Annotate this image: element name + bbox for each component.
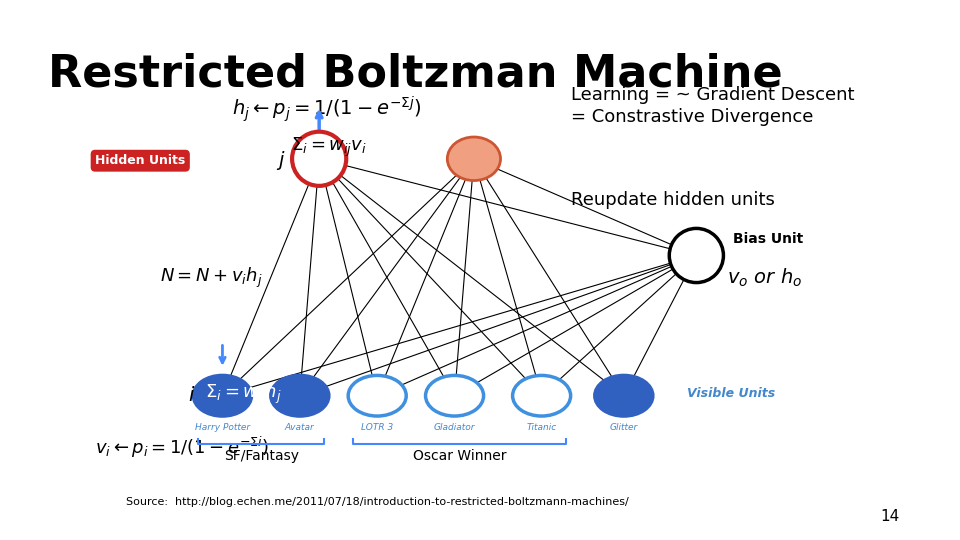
Text: Learning = ~ Gradient Descent: Learning = ~ Gradient Descent — [570, 86, 854, 104]
Text: LOTR 3: LOTR 3 — [361, 423, 394, 432]
Text: $N=N+v_ih_j$: $N=N+v_ih_j$ — [159, 266, 262, 290]
Text: Reupdate hidden units: Reupdate hidden units — [570, 191, 775, 210]
Text: $v_i \leftarrow p_i=1/(1-e^{-\Sigma i})$: $v_i \leftarrow p_i=1/(1-e^{-\Sigma i})$ — [95, 434, 269, 460]
Text: $\Sigma_i=w_{ij}v_i$: $\Sigma_i=w_{ij}v_i$ — [291, 136, 367, 159]
Text: 14: 14 — [880, 509, 900, 524]
Ellipse shape — [425, 375, 484, 416]
Ellipse shape — [271, 375, 329, 416]
Text: i: i — [189, 386, 194, 405]
Text: Bias Unit: Bias Unit — [733, 232, 804, 246]
Text: Avatar: Avatar — [285, 423, 315, 432]
Text: Visible Units: Visible Units — [686, 387, 775, 400]
Text: Source:  http://blog.echen.me/2011/07/18/introduction-to-restricted-boltzmann-ma: Source: http://blog.echen.me/2011/07/18/… — [126, 497, 629, 507]
Text: $v_o\ or\ h_o$: $v_o\ or\ h_o$ — [728, 267, 803, 289]
Text: j: j — [277, 151, 283, 170]
Text: = Constrastive Divergence: = Constrastive Divergence — [570, 109, 813, 126]
Text: Restricted Boltzman Machine: Restricted Boltzman Machine — [48, 52, 783, 96]
Text: Gladiator: Gladiator — [434, 423, 475, 432]
Text: Oscar Winner: Oscar Winner — [413, 449, 506, 463]
Circle shape — [669, 228, 724, 282]
Ellipse shape — [595, 375, 653, 416]
Ellipse shape — [348, 375, 406, 416]
Text: Hidden Units: Hidden Units — [95, 154, 185, 167]
Text: $h_j \leftarrow p_j=1/(1-e^{-\Sigma j})$: $h_j \leftarrow p_j=1/(1-e^{-\Sigma j})$ — [232, 94, 421, 124]
Text: Titanic: Titanic — [526, 423, 557, 432]
Text: SF/Fantasy: SF/Fantasy — [224, 449, 299, 463]
Ellipse shape — [193, 375, 252, 416]
Text: $\Sigma_i=w_{ij}h_j$: $\Sigma_i=w_{ij}h_j$ — [205, 382, 282, 406]
Circle shape — [292, 132, 347, 186]
Text: Glitter: Glitter — [610, 423, 638, 432]
Ellipse shape — [447, 137, 500, 180]
Text: Harry Potter: Harry Potter — [195, 423, 250, 432]
Ellipse shape — [513, 375, 570, 416]
